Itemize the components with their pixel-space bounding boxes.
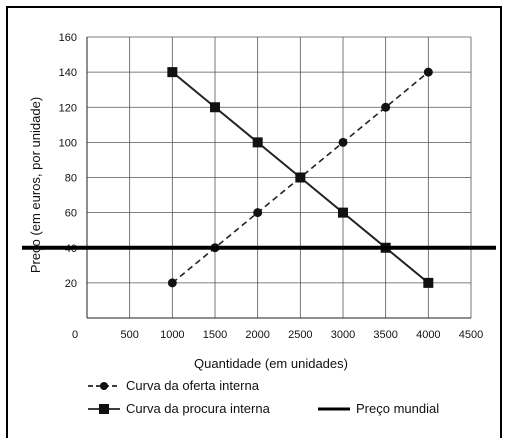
x-tick-label: 500 (120, 329, 138, 341)
y-axis-label: Preço (em euros, por unidade) (28, 97, 43, 273)
x-tick-label: 1500 (203, 329, 227, 341)
y-tick-label: 60 (65, 208, 77, 220)
point-1 (423, 277, 434, 288)
x-tick-label: 2500 (288, 329, 312, 341)
x-tick-label: 3000 (331, 329, 355, 341)
legend-label-2: Preço mundial (356, 401, 439, 416)
y-tick-label: 160 (59, 32, 77, 44)
point-0 (167, 278, 177, 288)
legend-label-0: Curva da oferta interna (126, 378, 260, 393)
axes (86, 37, 471, 319)
series-layer (22, 67, 496, 288)
point-0 (253, 208, 263, 218)
point-1 (295, 172, 306, 183)
point-0 (338, 137, 348, 147)
x-tick-label: 4000 (416, 329, 440, 341)
x-tick-label: 3500 (373, 329, 397, 341)
point-1 (210, 102, 220, 113)
x-axis-label: Quantidade (em unidades) (194, 356, 348, 371)
y-tick-label: 80 (65, 173, 77, 185)
legend-marker-1 (99, 404, 109, 414)
y-tick-label: 140 (59, 67, 77, 79)
figure-frame (6, 6, 502, 438)
legend: Curva da oferta interna Curva da procura … (88, 378, 439, 416)
point-1 (338, 207, 348, 218)
point-1 (252, 137, 263, 148)
y-tick-label: 100 (59, 137, 77, 149)
x-tick-label: 0 (72, 329, 78, 341)
grid (87, 36, 472, 318)
point-1 (167, 67, 178, 78)
y-tick-label: 120 (59, 102, 77, 114)
x-tick-label: 1000 (160, 329, 184, 341)
y-tick-label: 20 (65, 278, 77, 290)
x-tick-label: 2000 (245, 329, 269, 341)
legend-label-1: Curva da procura interna (126, 401, 271, 416)
point-0 (381, 102, 391, 112)
x-tick-label: 4500 (459, 329, 483, 341)
legend-marker-0 (100, 382, 108, 390)
point-0 (423, 67, 433, 77)
